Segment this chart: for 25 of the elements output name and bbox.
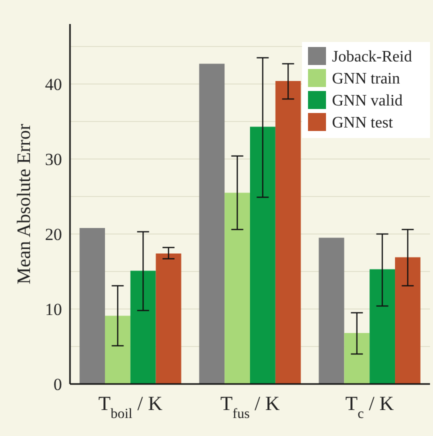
bar (156, 254, 182, 384)
y-axis-title: Mean Absolute Error (14, 123, 35, 284)
x-tick-label: T$_{c}$ / K (345, 393, 394, 422)
legend-label: Joback-Reid (332, 48, 412, 66)
bar (104, 316, 130, 384)
y-tick-label: 40 (45, 74, 62, 94)
bar (224, 192, 250, 384)
y-tick-label: 0 (54, 374, 62, 394)
bar (318, 238, 344, 384)
legend-label: GNN valid (332, 92, 403, 110)
bar (344, 333, 370, 384)
legend-label: GNN test (332, 114, 394, 132)
y-tick-label: 30 (45, 150, 62, 169)
bar (250, 126, 276, 384)
bar (130, 270, 156, 384)
y-tick-label: 10 (45, 300, 62, 319)
bar (275, 81, 301, 384)
y-tick-label: 20 (45, 224, 62, 244)
legend-label: GNN train (332, 70, 400, 88)
bar (80, 228, 105, 384)
bar (395, 257, 420, 384)
bar (199, 64, 225, 384)
x-tick-label: T$_{fus}$ / K (220, 393, 280, 422)
x-tick-label: T$_{boil}$ / K (98, 393, 163, 422)
bar (370, 269, 396, 384)
